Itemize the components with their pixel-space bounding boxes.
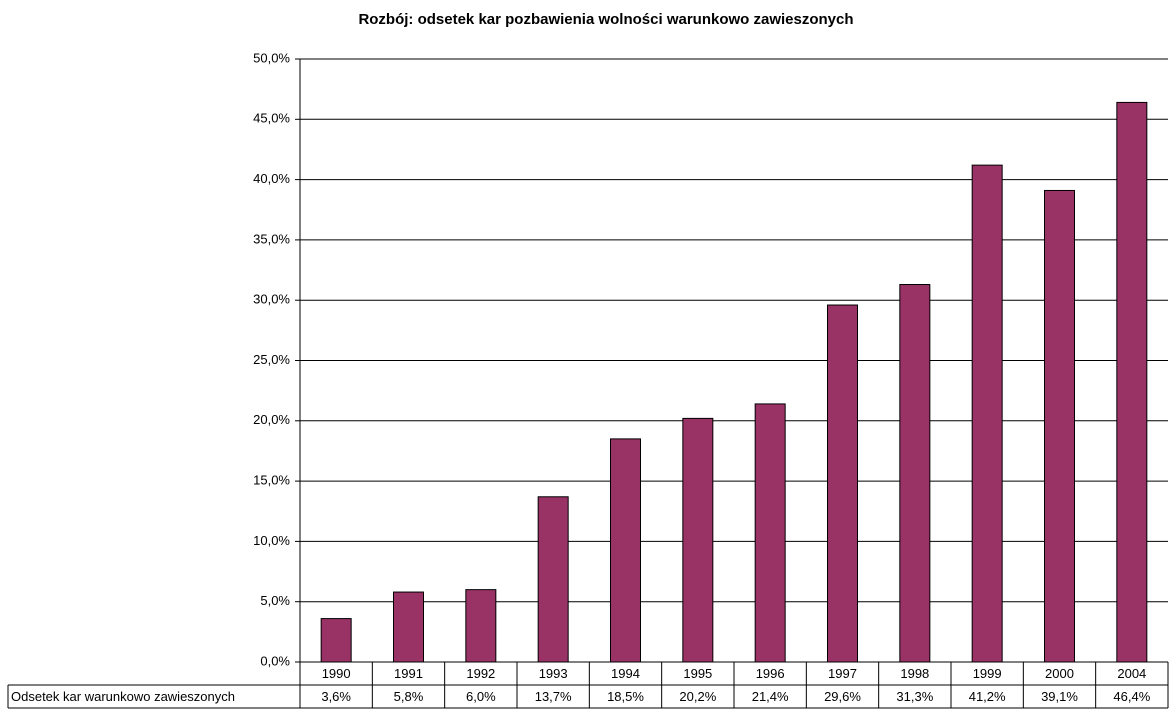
bar [393,591,424,663]
table-value: 3,6% [321,689,351,704]
table-value: 13,7% [535,689,572,704]
x-tick-label: 2004 [1117,666,1146,681]
table-value: 29,6% [824,689,861,704]
bar [1116,101,1148,663]
y-tick-label: 10,0% [253,533,290,548]
y-tick-label: 35,0% [253,231,290,246]
x-tick-label: 1997 [828,666,857,681]
bar [537,496,569,663]
y-tick-label: 5,0% [260,593,290,608]
x-tick-label: 1996 [756,666,785,681]
bar [754,403,786,663]
y-tick-label: 50,0% [253,50,290,65]
y-tick-label: 45,0% [253,111,290,126]
table-value: 6,0% [466,689,496,704]
table-value: 20,2% [679,689,716,704]
x-tick-label: 1992 [466,666,495,681]
table-value: 41,2% [969,689,1006,704]
x-tick-label: 1991 [394,666,423,681]
y-tick-label: 30,0% [253,292,290,307]
bar [682,417,714,663]
x-tick-label: 1998 [900,666,929,681]
table-value: 39,1% [1041,689,1078,704]
bar [971,164,1003,663]
chart-title: Rozbój: odsetek kar pozbawienia wolności… [358,11,853,28]
x-tick-label: 1990 [322,666,351,681]
x-tick-label: 1995 [683,666,712,681]
y-tick-label: 15,0% [253,473,290,488]
y-tick-label: 25,0% [253,352,290,367]
bar [465,589,497,663]
table-value: 5,8% [394,689,424,704]
x-tick-label: 1994 [611,666,640,681]
bar [1044,189,1075,663]
table-value: 18,5% [607,689,644,704]
table-value: 21,4% [752,689,789,704]
x-tick-label: 1999 [973,666,1002,681]
x-tick-label: 2000 [1045,666,1074,681]
table-row-label: Odsetek kar warunkowo zawieszonych [11,689,235,704]
bar [827,304,858,663]
bar [610,438,641,663]
x-tick-label: 1993 [539,666,568,681]
y-tick-label: 0,0% [260,653,290,668]
table-value: 31,3% [896,689,933,704]
bar [899,284,931,663]
y-tick-label: 40,0% [253,171,290,186]
bar [320,618,352,663]
table-value: 46,4% [1113,689,1150,704]
y-tick-label: 20,0% [253,412,290,427]
